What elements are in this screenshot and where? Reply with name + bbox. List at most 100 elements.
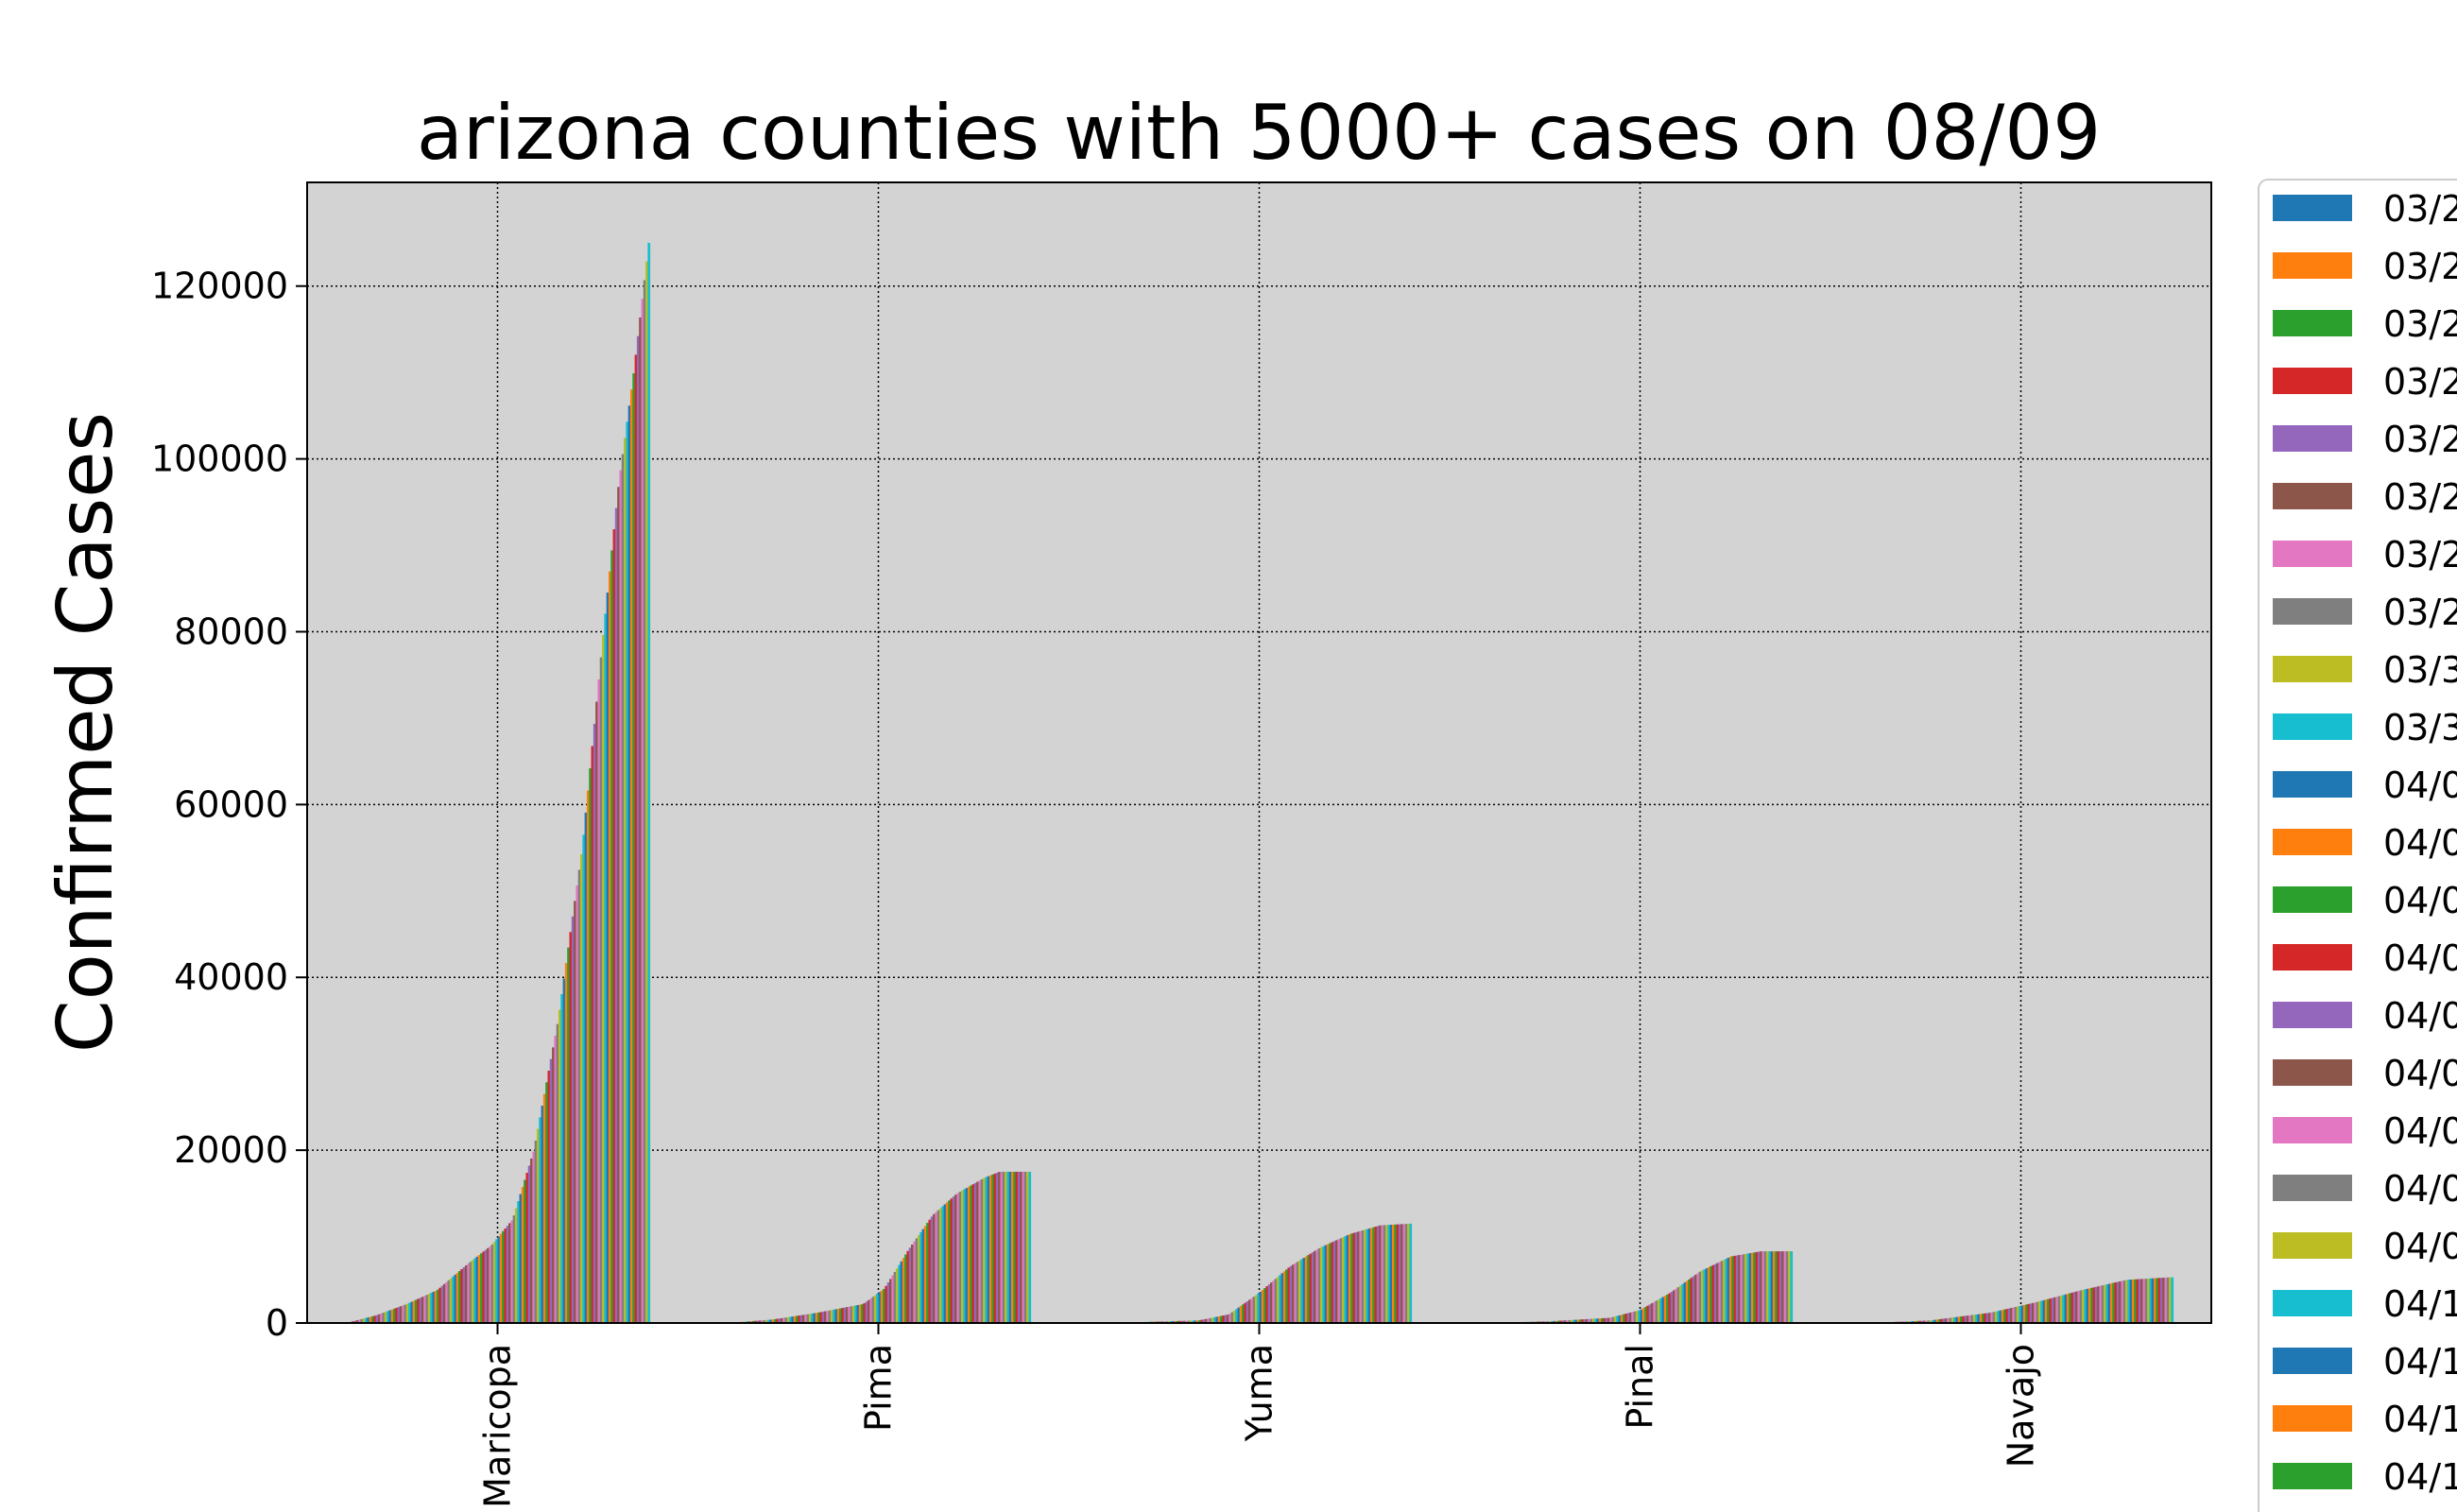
bar	[480, 1253, 483, 1323]
bar	[1361, 1230, 1365, 1323]
bar	[780, 1317, 783, 1323]
bar	[647, 243, 651, 1323]
bar	[1302, 1258, 1306, 1323]
bar	[1217, 1315, 1221, 1323]
bar	[437, 1289, 439, 1323]
bar	[976, 1181, 979, 1323]
bar	[963, 1189, 967, 1323]
bar	[950, 1198, 954, 1323]
bar	[382, 1313, 386, 1323]
bar	[1230, 1312, 1234, 1323]
bar	[1623, 1314, 1625, 1323]
bar	[1394, 1224, 1397, 1323]
bar	[486, 1247, 490, 1323]
bar	[1933, 1319, 1937, 1323]
bar	[1357, 1231, 1360, 1323]
bar	[1594, 1318, 1597, 1323]
bar	[1705, 1268, 1709, 1323]
bar	[798, 1315, 800, 1323]
legend-swatch	[2273, 425, 2352, 452]
bar	[789, 1316, 792, 1323]
bar	[2159, 1278, 2163, 1323]
bar	[1300, 1259, 1303, 1323]
bar	[2062, 1295, 2065, 1323]
bar	[524, 1179, 526, 1323]
bar	[1681, 1283, 1684, 1323]
bar	[1235, 1309, 1238, 1323]
legend-label: 03/2	[2383, 476, 2457, 518]
bar	[1753, 1252, 1756, 1323]
bar	[495, 1239, 498, 1323]
bar	[758, 1320, 762, 1323]
bar	[1968, 1314, 1971, 1323]
bar	[1728, 1256, 1732, 1323]
bar	[1987, 1313, 1991, 1323]
bar	[432, 1292, 436, 1323]
legend-label: 04/0	[2383, 995, 2457, 1037]
bar	[1566, 1320, 1569, 1323]
legend-label: 04/0	[2383, 1168, 2457, 1210]
bar	[504, 1228, 507, 1323]
bar	[455, 1272, 459, 1323]
bar	[1265, 1286, 1269, 1323]
bar	[1350, 1233, 1353, 1323]
bar	[1389, 1225, 1393, 1323]
bar	[2040, 1300, 2043, 1323]
bar	[1008, 1171, 1012, 1323]
bar	[1261, 1290, 1264, 1323]
bar	[1962, 1315, 1966, 1323]
bar	[1570, 1319, 1573, 1323]
bar	[641, 299, 644, 1324]
bar	[893, 1271, 897, 1323]
bar	[1718, 1262, 1722, 1323]
x-tick-label: Pima	[858, 1344, 900, 1432]
bar	[1775, 1251, 1778, 1323]
bar	[1638, 1310, 1641, 1323]
bar	[2105, 1284, 2109, 1323]
bar	[1972, 1314, 1976, 1323]
bar	[2007, 1308, 2011, 1323]
bar	[397, 1307, 401, 1323]
bar	[978, 1180, 982, 1323]
bar	[1220, 1315, 1223, 1323]
bar	[823, 1311, 827, 1323]
legend-label: 03/2	[2383, 303, 2457, 345]
bar	[1572, 1319, 1575, 1323]
bar	[1746, 1253, 1750, 1323]
bar	[460, 1268, 464, 1323]
bar	[1585, 1318, 1589, 1323]
bar	[539, 1117, 541, 1323]
bar	[2153, 1278, 2156, 1323]
bar	[786, 1316, 790, 1323]
bar	[1783, 1251, 1787, 1323]
bar	[1307, 1255, 1310, 1323]
bar	[1556, 1320, 1560, 1323]
bar	[1381, 1225, 1384, 1323]
y-tick-label: 60000	[174, 783, 288, 825]
bar	[1297, 1260, 1301, 1323]
bar	[2019, 1305, 2021, 1323]
bar	[906, 1250, 910, 1323]
legend-label: 03/2	[2383, 188, 2457, 230]
bar	[891, 1275, 895, 1323]
y-tick-label: 0	[266, 1302, 288, 1344]
bar	[965, 1188, 969, 1323]
bar	[582, 834, 586, 1323]
bar	[1596, 1318, 1600, 1323]
bar	[2053, 1297, 2056, 1323]
bar	[353, 1320, 357, 1323]
bar	[2125, 1280, 2128, 1323]
bar	[1628, 1312, 1632, 1323]
bar	[1626, 1313, 1630, 1323]
bar	[1383, 1225, 1386, 1323]
bar	[1263, 1288, 1266, 1323]
bar	[2079, 1290, 2083, 1323]
bar	[1568, 1319, 1572, 1323]
bar	[2109, 1283, 2113, 1323]
bar	[817, 1312, 820, 1323]
bar	[1994, 1311, 1998, 1323]
bar	[1641, 1308, 1645, 1323]
bar	[970, 1185, 972, 1323]
bar	[2129, 1280, 2133, 1323]
bar	[1274, 1279, 1278, 1323]
